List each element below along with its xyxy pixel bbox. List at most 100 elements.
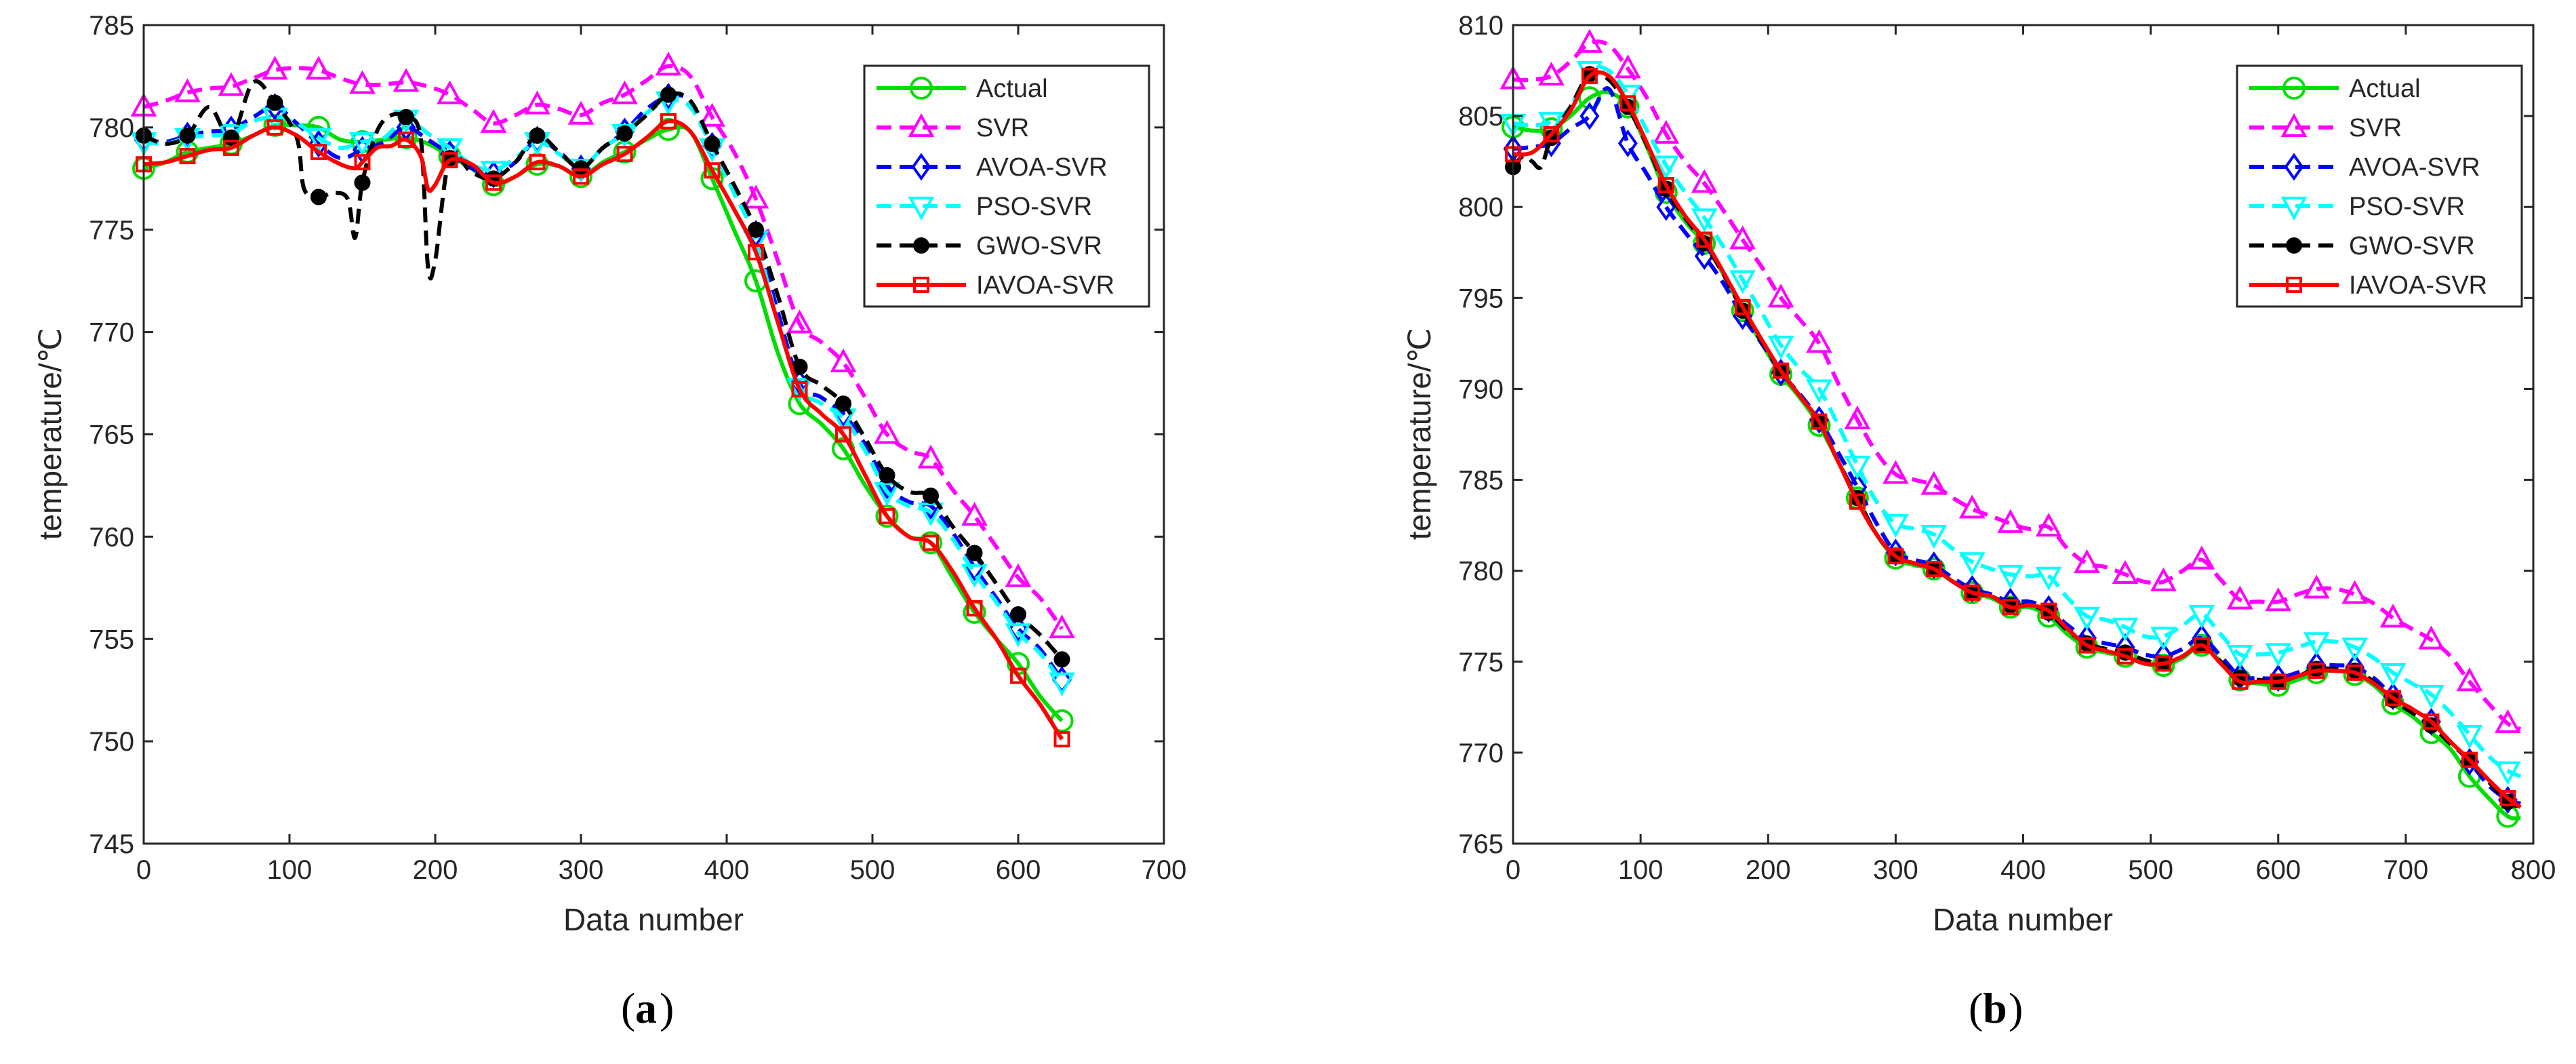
legend-b: Actual SVR AVOA-SVR PSO-SVR GWO-SVR IAVOA-SVR xyxy=(2236,64,2523,308)
data-point-a-4-42 xyxy=(923,488,939,505)
data-point-b-1-46 xyxy=(2379,604,2407,628)
series-line-a-1 xyxy=(143,64,1064,630)
legend-label-b-2: AVOA-SVR xyxy=(2349,153,2480,182)
data-point-a-4-48 xyxy=(1053,651,1070,668)
legend-label-b-1: SVR xyxy=(2349,114,2402,142)
legend-label-b-0: Actual xyxy=(2349,75,2421,103)
data-point-a-1-18 xyxy=(524,90,550,115)
x-tick-label-b-5: 500 xyxy=(2128,855,2173,885)
data-point-a-5-26 xyxy=(616,146,633,163)
x-tick-label-b-6: 600 xyxy=(2255,855,2301,885)
legend-marker-b-1 xyxy=(2280,113,2308,137)
data-point-b-5-46 xyxy=(2385,690,2402,707)
y-tick-label-a-4: 765 xyxy=(89,420,134,450)
data-point-a-5-42 xyxy=(966,599,983,616)
legend-entry-a-4: GWO-SVR xyxy=(877,232,1102,260)
data-point-b-5-12 xyxy=(1734,298,1751,315)
y-tick-label-b-5: 790 xyxy=(1458,374,1504,404)
data-point-b-1-12 xyxy=(1729,225,1756,250)
legend-label-b-5: IAVOA-SVR xyxy=(2349,271,2487,300)
y-tick-label-a-6: 775 xyxy=(89,216,134,245)
data-point-b-5-18 xyxy=(1849,493,1866,510)
legend-marker-a-0 xyxy=(910,77,933,100)
data-point-b-1-30 xyxy=(2074,549,2100,573)
data-point-a-5-24 xyxy=(573,168,589,185)
data-point-a-1-32 xyxy=(830,348,857,372)
data-point-b-1-42 xyxy=(2303,574,2330,599)
legend-entry-b-4: GWO-SVR xyxy=(2249,232,2475,260)
series-layer-a xyxy=(130,52,1075,748)
legend-marker-b-5 xyxy=(2286,277,2302,293)
y-tick-label-a-3: 760 xyxy=(89,522,134,552)
data-point-b-5-26 xyxy=(2002,599,2019,616)
panel-label-b-letter: b xyxy=(1983,984,2007,1032)
data-point-b-5-24 xyxy=(1964,584,1981,601)
data-point-b-5-10 xyxy=(1696,231,1713,248)
data-point-b-3-50 xyxy=(2456,725,2483,749)
data-point-a-0-34 xyxy=(875,505,899,528)
legend-marker-b-3 xyxy=(2280,197,2308,221)
data-point-b-1-6 xyxy=(1614,54,1641,79)
data-point-a-5-28 xyxy=(660,113,677,130)
data-point-b-5-28 xyxy=(2040,602,2057,619)
data-point-a-0-36 xyxy=(919,531,942,555)
data-point-b-3-24 xyxy=(1958,552,1986,576)
data-point-a-1-16 xyxy=(480,109,507,133)
legend-entry-b-1: SVR xyxy=(2249,113,2402,142)
y-tick-label-a-0: 745 xyxy=(89,829,134,859)
legend-marker-a-2 xyxy=(911,153,931,181)
data-point-a-5-32 xyxy=(748,243,764,260)
series-line-b-3 xyxy=(1512,64,2522,779)
data-point-b-3-48 xyxy=(2418,685,2444,709)
data-point-b-3-40 xyxy=(2265,643,2292,667)
data-point-b-1-28 xyxy=(2035,513,2062,537)
data-point-a-4-24 xyxy=(529,127,546,144)
x-tick-label-a-3: 300 xyxy=(559,855,604,885)
data-point-a-1-2 xyxy=(174,78,201,102)
data-point-a-4-30 xyxy=(660,86,677,103)
data-point-b-5-38 xyxy=(2232,673,2249,690)
data-point-a-1-14 xyxy=(437,80,463,104)
legend-label-b-4: GWO-SVR xyxy=(2349,232,2475,260)
data-point-a-5-6 xyxy=(266,119,283,136)
series-b-pso-svr xyxy=(1500,61,2522,785)
legend-marker-b-0 xyxy=(2282,77,2306,100)
data-point-b-5-42 xyxy=(2308,663,2325,679)
data-point-b-1-4 xyxy=(1576,28,1603,53)
data-point-a-5-40 xyxy=(923,534,939,551)
data-point-a-4-2 xyxy=(179,127,196,144)
ticks-layer-a: 0 100 200 300 400 500 600 700 745 750 755 760 765 770… xyxy=(89,11,1186,885)
x-tick-label-b-3: 300 xyxy=(1873,855,1918,885)
data-point-b-3-20 xyxy=(1882,513,1909,538)
series-layer-b xyxy=(1500,28,2522,828)
data-point-b-5-34 xyxy=(2155,655,2172,672)
legend-entry-b-5: IAVOA-SVR xyxy=(2249,271,2487,300)
data-point-b-5-52 xyxy=(2499,789,2516,806)
y-tick-label-b-6: 795 xyxy=(1458,283,1504,313)
y-tick-label-b-8: 805 xyxy=(1458,102,1504,132)
data-point-a-5-14 xyxy=(398,131,414,148)
panel-label-a-open: ( xyxy=(621,984,635,1032)
data-point-b-5-20 xyxy=(1887,548,1904,565)
data-point-a-4-38 xyxy=(835,395,851,412)
data-point-b-1-20 xyxy=(1882,460,1909,484)
panel-label-a-letter: a xyxy=(635,984,657,1032)
data-point-b-1-34 xyxy=(2150,567,2177,591)
series-b-iavoa-svr xyxy=(1505,68,2522,809)
data-point-b-3-34 xyxy=(2150,627,2177,651)
data-point-a-4-44 xyxy=(966,545,983,561)
data-point-a-5-11 xyxy=(354,154,371,171)
data-point-b-3-8 xyxy=(1653,155,1680,180)
data-point-b-1-50 xyxy=(2456,667,2483,692)
data-point-b-1-44 xyxy=(2341,580,2369,604)
data-point-a-4-13 xyxy=(354,174,371,191)
x-tick-label-a-5: 500 xyxy=(850,855,895,885)
data-point-a-1-40 xyxy=(1005,563,1032,587)
data-point-a-1-34 xyxy=(874,420,900,444)
legend-label-a-2: AVOA-SVR xyxy=(976,153,1108,182)
legend-entry-b-2: AVOA-SVR xyxy=(2249,153,2480,182)
data-point-a-1-12 xyxy=(393,68,420,92)
data-point-b-5-32 xyxy=(2117,648,2133,665)
y-tick-label-b-4: 785 xyxy=(1458,466,1504,496)
data-point-b-1-40 xyxy=(2265,587,2292,612)
